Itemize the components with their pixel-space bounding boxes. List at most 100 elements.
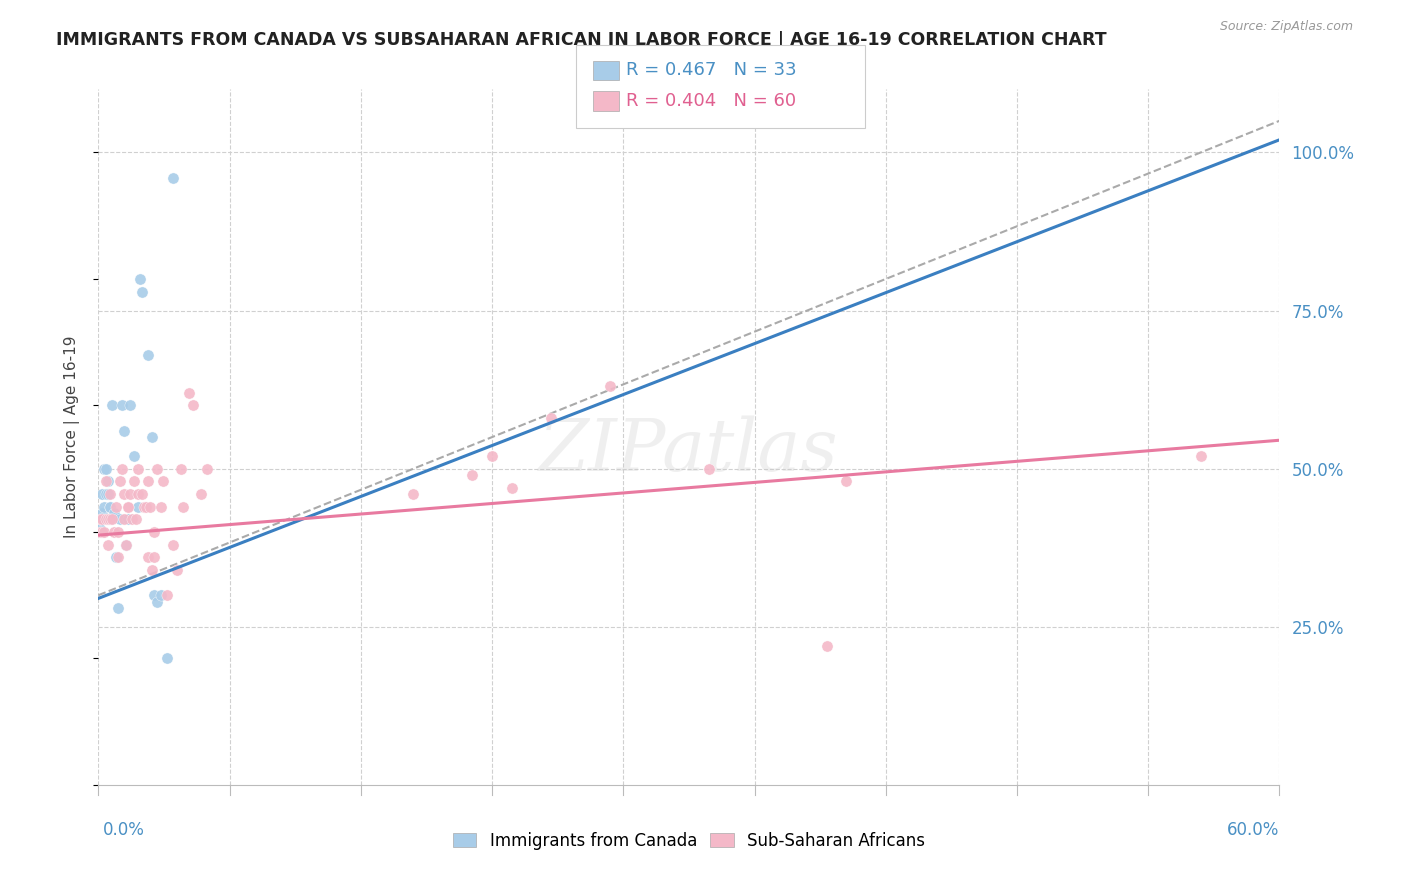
- Point: [195, 461, 218, 475]
- Point: [150, 588, 173, 602]
- Point: [96, 475, 118, 489]
- Point: [93, 524, 115, 539]
- Point: [111, 461, 134, 475]
- Point: [112, 487, 135, 501]
- Point: [152, 475, 174, 489]
- Text: 0.0%: 0.0%: [103, 821, 145, 838]
- Point: [131, 487, 153, 501]
- Point: [150, 500, 173, 514]
- Point: [91, 512, 114, 526]
- Point: [162, 538, 184, 552]
- Point: [461, 468, 484, 483]
- Y-axis label: In Labor Force | Age 16-19: In Labor Force | Age 16-19: [63, 335, 80, 539]
- Point: [93, 500, 115, 514]
- Point: [540, 411, 562, 425]
- Point: [142, 550, 165, 565]
- Point: [190, 487, 212, 501]
- Text: R = 0.404   N = 60: R = 0.404 N = 60: [626, 92, 796, 110]
- Point: [91, 506, 114, 520]
- Point: [115, 538, 138, 552]
- Point: [96, 487, 118, 501]
- Point: [127, 461, 149, 475]
- Text: Source: ZipAtlas.com: Source: ZipAtlas.com: [1219, 20, 1353, 33]
- Point: [111, 399, 134, 413]
- Point: [97, 512, 120, 526]
- Point: [91, 524, 114, 539]
- Point: [97, 538, 120, 552]
- Point: [177, 385, 200, 400]
- Point: [107, 600, 129, 615]
- Point: [89, 524, 111, 539]
- Point: [97, 487, 120, 501]
- Point: [98, 487, 121, 501]
- Point: [128, 272, 150, 286]
- Point: [402, 487, 425, 501]
- Point: [127, 487, 149, 501]
- Point: [105, 550, 128, 565]
- Point: [481, 449, 503, 463]
- Point: [136, 348, 159, 362]
- Point: [146, 594, 169, 608]
- Point: [108, 475, 131, 489]
- Point: [172, 500, 194, 514]
- Point: [141, 563, 163, 577]
- Point: [136, 550, 159, 565]
- Legend: Immigrants from Canada, Sub-Saharan Africans: Immigrants from Canada, Sub-Saharan Afri…: [446, 825, 932, 856]
- Point: [117, 500, 139, 514]
- Point: [156, 588, 179, 602]
- Point: [166, 563, 188, 577]
- Point: [142, 524, 165, 539]
- Point: [127, 500, 149, 514]
- Point: [101, 512, 124, 526]
- Point: [107, 524, 129, 539]
- Point: [96, 512, 118, 526]
- Point: [103, 524, 125, 539]
- Point: [181, 399, 204, 413]
- Point: [96, 461, 118, 475]
- Point: [91, 487, 114, 501]
- Point: [121, 512, 143, 526]
- Point: [115, 538, 138, 552]
- Point: [146, 461, 169, 475]
- Point: [117, 500, 139, 514]
- Point: [98, 512, 121, 526]
- Point: [141, 430, 163, 444]
- Point: [112, 512, 135, 526]
- Point: [103, 506, 125, 520]
- Point: [599, 379, 621, 393]
- Point: [132, 500, 155, 514]
- Point: [117, 512, 139, 526]
- Point: [118, 399, 141, 413]
- Point: [162, 170, 184, 185]
- Point: [835, 475, 858, 489]
- Point: [101, 399, 124, 413]
- Point: [122, 475, 145, 489]
- Point: [131, 285, 153, 299]
- Point: [501, 481, 523, 495]
- Point: [125, 512, 148, 526]
- Point: [93, 461, 115, 475]
- Text: R = 0.467   N = 33: R = 0.467 N = 33: [626, 62, 796, 79]
- Point: [89, 512, 111, 526]
- Point: [170, 461, 193, 475]
- Point: [112, 424, 135, 438]
- Point: [122, 449, 145, 463]
- Point: [89, 512, 111, 526]
- Point: [108, 512, 131, 526]
- Point: [156, 651, 179, 665]
- Text: IMMIGRANTS FROM CANADA VS SUBSAHARAN AFRICAN IN LABOR FORCE | AGE 16-19 CORRELAT: IMMIGRANTS FROM CANADA VS SUBSAHARAN AFR…: [56, 31, 1107, 49]
- Point: [98, 500, 121, 514]
- Point: [107, 550, 129, 565]
- Text: 60.0%: 60.0%: [1227, 821, 1279, 838]
- Point: [697, 461, 720, 475]
- Point: [138, 500, 160, 514]
- Point: [118, 487, 141, 501]
- Point: [142, 588, 165, 602]
- Point: [815, 639, 838, 653]
- Point: [105, 500, 128, 514]
- Point: [1189, 449, 1212, 463]
- Point: [89, 522, 111, 536]
- Point: [135, 500, 157, 514]
- Text: ZIPatlas: ZIPatlas: [538, 416, 839, 486]
- Point: [97, 475, 120, 489]
